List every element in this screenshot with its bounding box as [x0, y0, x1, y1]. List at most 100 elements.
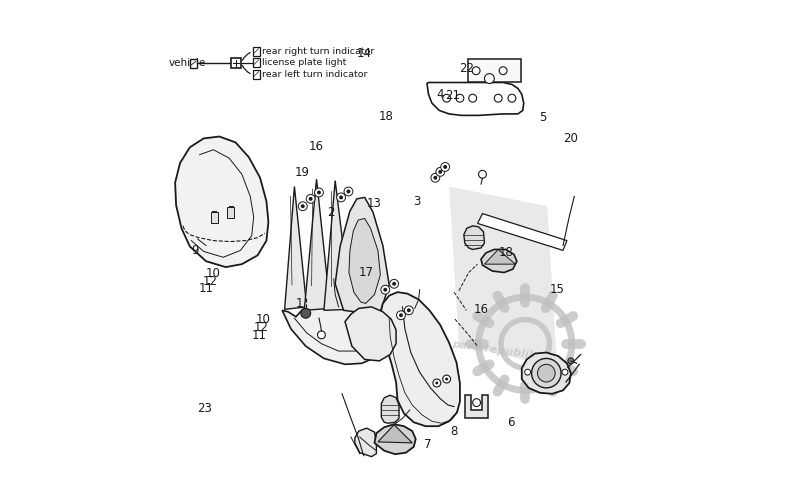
Text: 5: 5: [538, 111, 546, 124]
Text: 16: 16: [474, 303, 489, 316]
Circle shape: [438, 170, 442, 174]
Circle shape: [443, 165, 447, 169]
Polygon shape: [324, 181, 351, 310]
Text: 8: 8: [450, 425, 458, 437]
Circle shape: [435, 382, 438, 384]
Circle shape: [298, 202, 307, 211]
Polygon shape: [345, 307, 396, 361]
Bar: [253, 70, 259, 79]
Circle shape: [337, 193, 346, 202]
Circle shape: [381, 285, 390, 294]
Polygon shape: [304, 179, 330, 310]
Text: 10: 10: [206, 268, 221, 280]
Circle shape: [317, 191, 321, 194]
Circle shape: [568, 358, 574, 364]
Circle shape: [473, 399, 481, 407]
Circle shape: [318, 331, 326, 339]
Polygon shape: [175, 136, 269, 267]
Circle shape: [309, 197, 313, 201]
Text: rear left turn indicator: rear left turn indicator: [262, 70, 367, 79]
Bar: [468, 59, 521, 82]
Text: 7: 7: [424, 438, 431, 451]
Polygon shape: [374, 424, 416, 454]
Polygon shape: [466, 395, 488, 418]
Circle shape: [472, 67, 480, 75]
Polygon shape: [349, 218, 380, 303]
Circle shape: [469, 94, 477, 102]
Circle shape: [441, 163, 450, 171]
Text: 1: 1: [295, 297, 303, 310]
Bar: [211, 212, 218, 223]
Bar: [230, 58, 242, 68]
Bar: [227, 207, 234, 218]
Bar: [190, 59, 197, 68]
Circle shape: [538, 364, 555, 382]
Circle shape: [445, 378, 448, 381]
Text: license plate light: license plate light: [262, 58, 346, 67]
Text: 20: 20: [563, 132, 578, 145]
Polygon shape: [481, 249, 517, 273]
Text: 11: 11: [252, 329, 267, 342]
Circle shape: [392, 282, 396, 286]
Circle shape: [434, 176, 438, 180]
Text: 13: 13: [367, 197, 382, 210]
Text: 2: 2: [327, 206, 335, 218]
Circle shape: [442, 375, 450, 383]
Text: 9: 9: [191, 244, 199, 257]
Text: 18: 18: [379, 110, 394, 123]
Polygon shape: [522, 353, 571, 394]
Text: 17: 17: [359, 266, 374, 279]
Polygon shape: [485, 249, 515, 264]
Bar: [253, 58, 259, 67]
Circle shape: [383, 288, 387, 292]
Polygon shape: [285, 187, 306, 309]
Circle shape: [431, 173, 440, 182]
Text: rear right turn indicator: rear right turn indicator: [262, 47, 374, 56]
Circle shape: [508, 94, 516, 102]
Circle shape: [456, 94, 464, 102]
Circle shape: [301, 308, 310, 318]
Circle shape: [531, 358, 561, 388]
Polygon shape: [335, 197, 389, 312]
Text: 6: 6: [507, 416, 514, 429]
Circle shape: [399, 313, 403, 317]
Text: 3: 3: [414, 195, 421, 208]
Text: 12: 12: [202, 275, 218, 288]
Text: 12: 12: [254, 322, 269, 334]
Bar: [253, 47, 259, 56]
Polygon shape: [464, 226, 485, 249]
Polygon shape: [478, 214, 567, 250]
Circle shape: [344, 187, 353, 196]
Polygon shape: [378, 425, 412, 443]
Circle shape: [346, 190, 350, 193]
Circle shape: [306, 194, 315, 203]
Text: 19: 19: [294, 166, 310, 179]
Circle shape: [478, 170, 486, 178]
Circle shape: [390, 279, 398, 288]
Polygon shape: [427, 82, 524, 115]
Text: 4: 4: [437, 88, 444, 101]
Circle shape: [442, 94, 450, 102]
Polygon shape: [382, 395, 399, 423]
Text: 18: 18: [498, 246, 514, 259]
Circle shape: [436, 167, 445, 176]
Polygon shape: [380, 292, 460, 426]
Text: 15: 15: [550, 283, 565, 296]
Circle shape: [494, 94, 502, 102]
Circle shape: [314, 188, 323, 197]
Circle shape: [397, 311, 406, 320]
Circle shape: [499, 67, 507, 75]
Text: 21: 21: [445, 89, 460, 102]
Circle shape: [405, 306, 414, 315]
Polygon shape: [449, 187, 557, 368]
Circle shape: [301, 204, 305, 208]
Circle shape: [407, 308, 411, 312]
Text: vehicle: vehicle: [168, 58, 206, 68]
Circle shape: [433, 379, 441, 387]
Text: 14: 14: [357, 47, 372, 59]
Text: 11: 11: [198, 282, 214, 295]
Circle shape: [562, 369, 568, 375]
Polygon shape: [282, 297, 384, 364]
Text: 23: 23: [197, 402, 212, 415]
Text: partsrepublik: partsrepublik: [451, 339, 537, 360]
